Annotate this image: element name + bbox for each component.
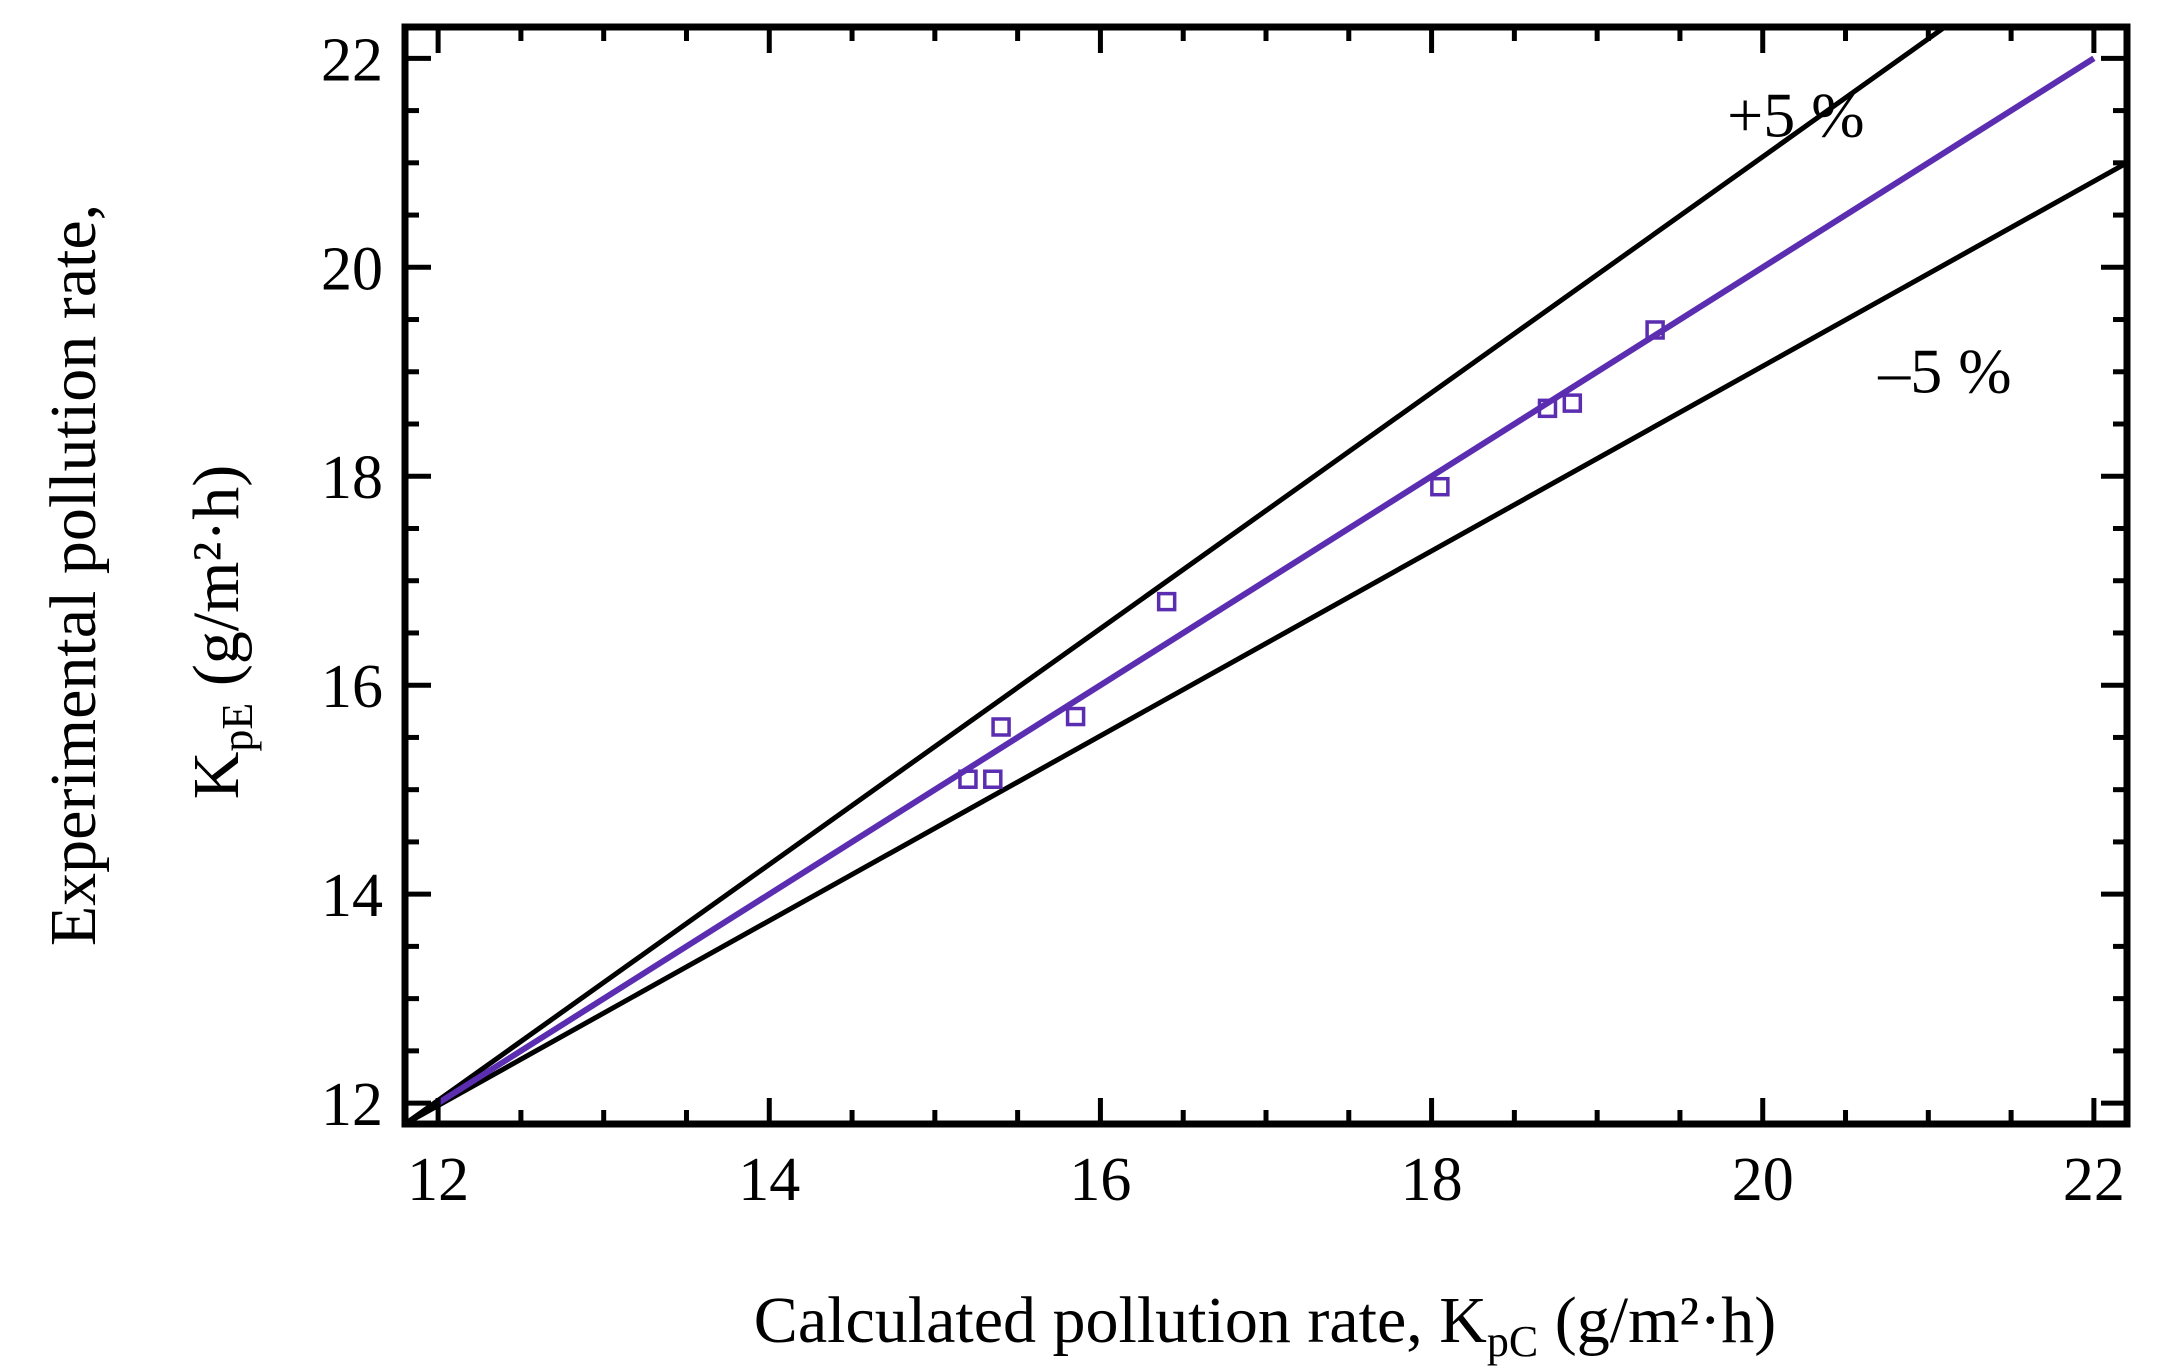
y-tick-label: 22 (321, 26, 383, 94)
x-tick-label: 20 (1732, 1146, 1794, 1214)
x-tick-label: 18 (1401, 1146, 1463, 1214)
x-tick-label: 16 (1069, 1146, 1131, 1214)
data-point (1537, 398, 1558, 419)
x-tick-label: 22 (2063, 1146, 2125, 1214)
data-point (1645, 320, 1665, 340)
x-tick-label: 12 (407, 1146, 469, 1214)
y-tick-label: 20 (321, 235, 383, 303)
y-tick-label: 12 (321, 1071, 383, 1139)
tick-labels: 12 14 16 18 20 22 12 14 16 18 20 22 (321, 26, 2125, 1214)
y-axis-title-line1: Experimental pollution rate, (37, 204, 110, 946)
annotation-plus-5: +5 % (1727, 80, 1864, 151)
series-line-5 (405, 27, 1947, 1124)
series-line-fit (436, 55, 2096, 1106)
data-point (983, 769, 1003, 789)
y-axis-title-2: KpE (g/m²·h) (180, 465, 262, 799)
data-point (958, 769, 978, 789)
data-point (1156, 591, 1177, 612)
data-point (1430, 476, 1450, 497)
series-line-5 (405, 160, 2127, 1124)
annotation-minus-5: –5 % (1877, 336, 2011, 407)
y-tick-label: 18 (321, 444, 383, 512)
data-point (991, 717, 1011, 737)
data-point (1065, 706, 1086, 727)
y-tick-label: 16 (321, 653, 383, 721)
x-axis-title: Calculated pollution rate, KpC (g/m²·h) (754, 1284, 1776, 1366)
y-axis-title-line2: KpE (g/m²·h) (180, 465, 262, 799)
plot-area (405, 27, 2127, 1124)
x-tick-label: 14 (738, 1146, 800, 1214)
y-axis-title: Experimental pollution rate, (37, 204, 110, 946)
y-tick-label: 14 (321, 862, 383, 930)
data-point (1562, 393, 1583, 413)
axis-ticks (405, 27, 2127, 1124)
